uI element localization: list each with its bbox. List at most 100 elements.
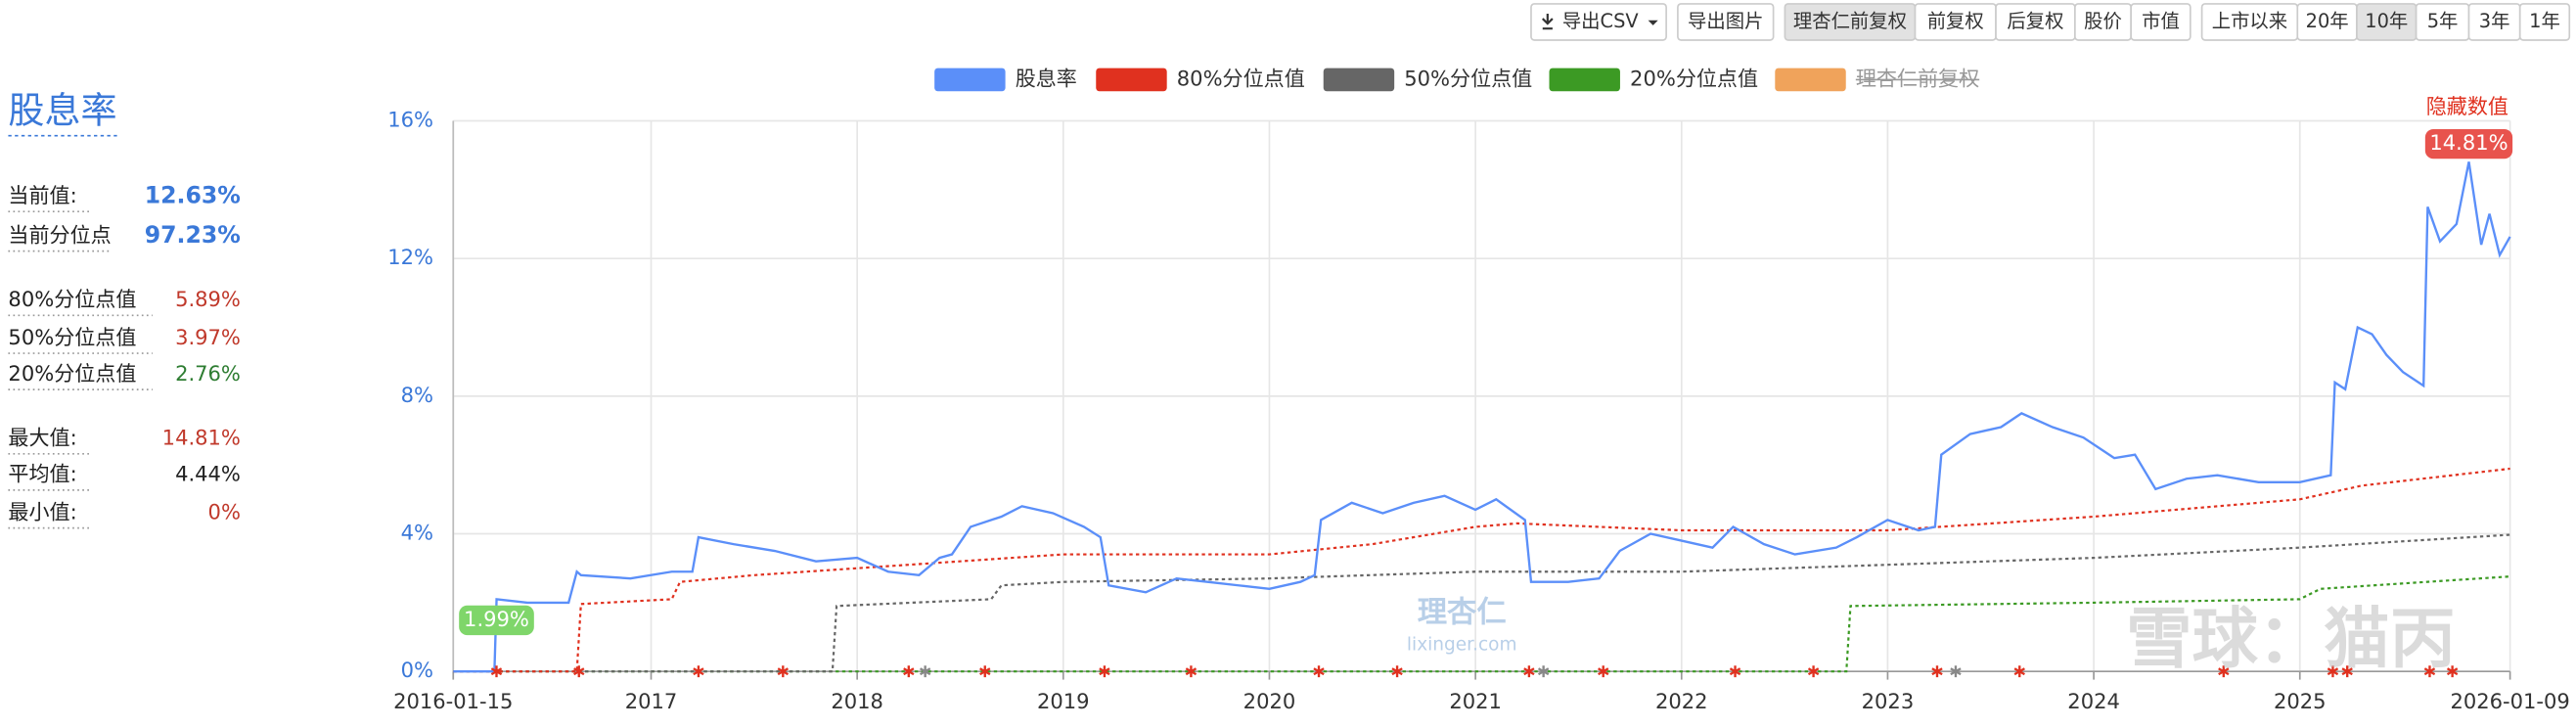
legend-label: 理杏仁前复权: [1856, 66, 1979, 90]
toolbar-button[interactable]: 股价: [2074, 3, 2133, 41]
legend-swatch: [1549, 68, 1620, 92]
stat-value: 97.23%: [145, 221, 241, 249]
point-label: 1.99%: [464, 607, 529, 631]
watermark-site: lixinger.com: [1407, 635, 1517, 656]
toolbar-button[interactable]: 5年: [2415, 3, 2470, 41]
button-bg: [2130, 3, 2192, 41]
stat-value: 3.97%: [175, 325, 241, 349]
stat-value: 2.76%: [175, 361, 241, 386]
toolbar-button[interactable]: 1年: [2518, 3, 2571, 41]
event-marker: [903, 665, 915, 678]
toolbar-button[interactable]: 后复权: [1995, 3, 2076, 41]
stat-value: 14.81%: [162, 426, 241, 450]
point-label-bg: [2424, 128, 2513, 159]
event-marker: [573, 665, 585, 678]
x-tick-label: 2021: [1449, 689, 1502, 713]
caret-icon: [1648, 20, 1658, 25]
x-tick-label: 2026-01-09: [2450, 689, 2569, 713]
button-label: 上市以来: [2212, 10, 2287, 32]
x-tick-label: 2025: [2274, 689, 2327, 713]
x-tick-label: 2022: [1655, 689, 1708, 713]
button-bg: [2518, 3, 2571, 41]
toolbar-button[interactable]: 市值: [2130, 3, 2192, 41]
event-marker: [490, 665, 503, 678]
button-label: 20年: [2306, 10, 2349, 32]
event-marker: [1931, 665, 1943, 678]
legend-swatch: [1775, 68, 1846, 92]
legend-item[interactable]: 股息率: [934, 66, 1077, 92]
download-icon: [1541, 14, 1554, 30]
legend-label: 股息率: [1016, 66, 1077, 90]
legend-swatch: [1096, 68, 1167, 92]
button-label: 理杏仁前复权: [1793, 10, 1907, 32]
x-tick-label: 2023: [1862, 689, 1915, 713]
event-marker: [979, 665, 991, 678]
event-marker: [1523, 665, 1535, 678]
button-label: 3年: [2479, 10, 2510, 32]
watermark-author: 雪球：猫丙: [2126, 600, 2456, 677]
event-marker: [1313, 665, 1325, 678]
series-line: [453, 575, 2510, 673]
legend-label: 80%分位点值: [1177, 66, 1305, 90]
legend-item[interactable]: 50%分位点值: [1323, 66, 1533, 92]
x-tick-label: 2019: [1037, 689, 1090, 713]
stat-value: 12.63%: [145, 182, 241, 209]
toolbar-button[interactable]: 理杏仁前复权: [1784, 3, 1917, 41]
toolbar-button[interactable]: 导出CSV: [1530, 3, 1667, 41]
button-label: 前复权: [1927, 10, 1984, 32]
x-tick-label: 2024: [2067, 689, 2120, 713]
button-bg: [1530, 3, 1667, 41]
event-marker: [777, 665, 790, 678]
event-marker: [2341, 665, 2353, 678]
stat-label: 平均值:: [8, 462, 76, 486]
y-tick-label: 12%: [387, 245, 433, 269]
event-marker: [1099, 665, 1110, 678]
toolbar-button[interactable]: 前复权: [1914, 3, 1997, 41]
event-marker: [2013, 665, 2025, 678]
legend-swatch: [934, 68, 1006, 92]
x-tick-label: 2017: [625, 689, 678, 713]
event-marker: [1391, 665, 1403, 678]
toolbar-button[interactable]: 20年: [2296, 3, 2358, 41]
panel-title: 股息率: [8, 90, 116, 132]
legend-item[interactable]: 80%分位点值: [1096, 66, 1305, 92]
stat-label: 最大值:: [8, 426, 76, 450]
legend-label: 20%分位点值: [1630, 66, 1758, 90]
legend-item[interactable]: 20%分位点值: [1549, 66, 1759, 92]
watermark-logo: 理杏仁: [1418, 596, 1507, 630]
stat-label: 最小值:: [8, 499, 76, 523]
y-tick-label: 4%: [401, 521, 433, 545]
series-line: [453, 467, 2510, 673]
toolbar-button[interactable]: 3年: [2467, 3, 2521, 41]
point-label: 14.81%: [2429, 130, 2508, 155]
legend-label: 50%分位点值: [1404, 66, 1532, 90]
y-tick-label: 0%: [401, 658, 433, 682]
event-marker: [1185, 665, 1198, 678]
button-label: 股价: [2084, 10, 2122, 32]
hide-values-link[interactable]: 隐藏数值: [2426, 94, 2508, 118]
toolbar-button[interactable]: 上市以来: [2200, 3, 2299, 41]
series-line: [453, 533, 2510, 673]
button-label: 后复权: [2007, 10, 2063, 32]
toolbar-button[interactable]: 10年: [2356, 3, 2418, 41]
stat-label: 当前分位点: [8, 222, 111, 247]
button-label: 10年: [2365, 10, 2408, 32]
x-tick-label: 2018: [831, 689, 883, 713]
point-label-bg: [459, 605, 534, 636]
button-label: 市值: [2142, 10, 2180, 32]
legend-swatch: [1323, 68, 1395, 92]
x-tick-label: 2016-01-15: [393, 689, 513, 713]
stat-label: 20%分位点值: [8, 361, 136, 386]
event-marker: [919, 665, 931, 678]
legend-item[interactable]: 理杏仁前复权: [1775, 66, 1980, 92]
event-marker: [1537, 665, 1550, 678]
button-label: 5年: [2427, 10, 2459, 32]
event-marker: [1729, 665, 1741, 678]
event-marker: [2327, 665, 2339, 678]
toolbar-button[interactable]: 导出图片: [1677, 3, 1775, 41]
y-tick-label: 8%: [401, 383, 433, 407]
event-marker: [693, 665, 704, 678]
button-label: 导出CSV: [1562, 10, 1640, 32]
